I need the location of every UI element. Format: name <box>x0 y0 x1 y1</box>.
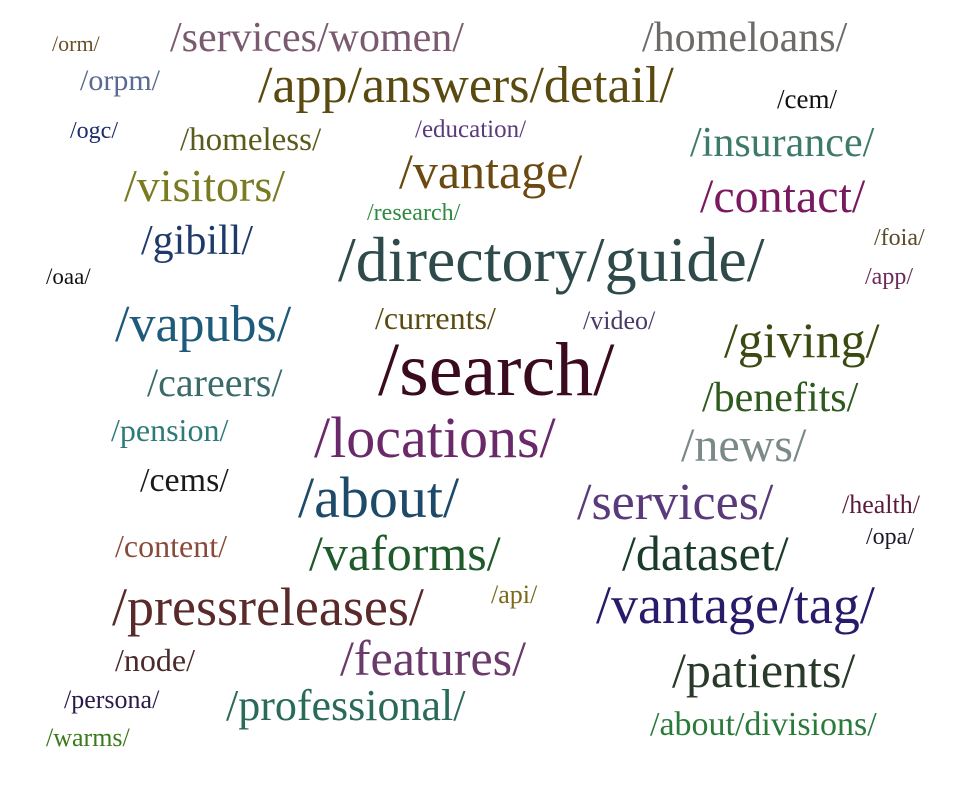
word-video: /video/ <box>583 306 656 335</box>
word-vantage-tag: /vantage/tag/ <box>596 575 875 635</box>
word-api: /api/ <box>491 580 538 609</box>
word-opa: /opa/ <box>866 524 914 550</box>
word-oaa: /oaa/ <box>46 264 91 289</box>
word-insurance: /insurance/ <box>690 120 875 166</box>
word-features: /features/ <box>340 630 527 686</box>
word-pension: /pension/ <box>111 412 229 448</box>
word-services-women: /services/women/ <box>170 15 464 61</box>
word-education: /education/ <box>415 116 527 143</box>
word-orpm: /orpm/ <box>80 64 160 97</box>
word-professional: /professional/ <box>226 681 466 730</box>
word-dataset: /dataset/ <box>622 525 789 581</box>
word-foia: /foia/ <box>874 225 925 251</box>
word-app-answers-detail: /app/answers/detail/ <box>258 57 674 114</box>
word-app: /app/ <box>865 264 913 290</box>
word-patients: /patients/ <box>672 642 856 698</box>
word-content: /content/ <box>115 528 227 564</box>
word-about-divisions: /about/divisions/ <box>650 706 877 743</box>
word-pressreleases: /pressreleases/ <box>112 577 424 637</box>
word-health: /health/ <box>842 490 920 519</box>
word-cems: /cems/ <box>140 462 229 499</box>
word-locations: /locations/ <box>314 405 556 470</box>
word-gibill: /gibill/ <box>141 218 254 264</box>
word-about: /about/ <box>298 465 460 530</box>
word-vaforms: /vaforms/ <box>309 525 501 581</box>
word-news: /news/ <box>681 419 807 472</box>
word-research: /research/ <box>367 200 461 226</box>
word-persona: /persona/ <box>64 685 160 714</box>
word-ogc: /ogc/ <box>70 118 118 144</box>
word-giving: /giving/ <box>724 312 880 368</box>
word-benefits: /benefits/ <box>702 375 859 421</box>
word-careers: /careers/ <box>147 360 283 405</box>
word-search: /search/ <box>378 328 615 412</box>
word-vantage: /vantage/ <box>399 143 583 199</box>
word-homeless: /homeless/ <box>180 122 322 158</box>
word-directory-guide: /directory/guide/ <box>338 224 765 295</box>
word-visitors: /visitors/ <box>124 160 286 211</box>
word-node: /node/ <box>115 642 195 678</box>
word-contact: /contact/ <box>700 170 866 223</box>
word-orm: /orm/ <box>52 31 100 56</box>
word-services: /services/ <box>577 474 774 531</box>
word-currents: /currents/ <box>375 300 496 336</box>
word-homeloans: /homeloans/ <box>642 15 848 61</box>
word-cem: /cem/ <box>777 84 837 114</box>
word-vapubs: /vapubs/ <box>115 296 292 353</box>
word-warms: /warms/ <box>46 723 130 752</box>
